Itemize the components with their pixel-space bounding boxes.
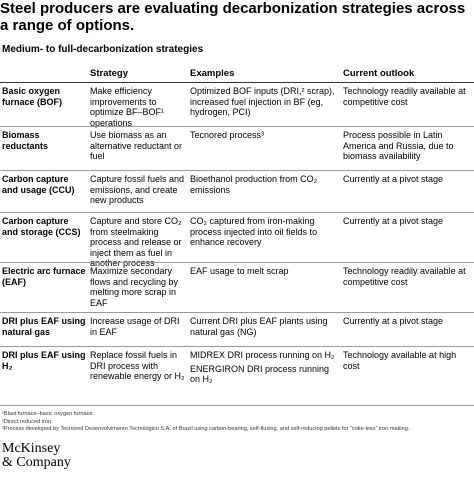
logo: McKinsey xyxy=(2,441,61,456)
row-label: Carbon capture and storage (CCS) xyxy=(2,216,81,237)
outlook-cell: Technology available at high cost xyxy=(343,350,457,371)
strategy-cell: Capture fossil fuels and emissions, and … xyxy=(90,174,185,206)
subtitle: Medium- to full-decarbonization strategi… xyxy=(2,44,204,55)
outlook-cell: Technology readily available at competit… xyxy=(343,86,466,107)
column-header: Strategy xyxy=(90,68,129,79)
examples-cell: Bioethanol production from CO₂ emissions xyxy=(190,174,338,198)
row-label: Biomass reductants xyxy=(2,130,49,151)
row-rule xyxy=(0,126,474,127)
examples-cell: CO₂ captured from iron-making process in… xyxy=(190,216,338,251)
outlook-cell: Currently at a pivot stage xyxy=(343,216,444,226)
footnote: ²Direct reduced iron. xyxy=(2,418,53,425)
strategy-cell: Capture and store CO₂ from steelmaking p… xyxy=(90,216,182,269)
row-label: DRI plus EAF using H₂ xyxy=(2,350,86,371)
example: ENERGIRON DRI process running on H₂ xyxy=(190,363,330,385)
row-rule xyxy=(0,312,474,313)
header-rule xyxy=(0,82,474,83)
column-header: Current outlook xyxy=(343,68,415,79)
outlook-cell: Currently at a pivot stage xyxy=(343,174,444,184)
logo: & Company xyxy=(2,455,71,470)
row-rule xyxy=(0,212,474,213)
footnote: ³Process developed by Tecnored Desenvolv… xyxy=(2,426,410,433)
strategy-cell: Use biomass as an alternative reductant … xyxy=(90,130,183,162)
example: Current DRI plus EAF plants using natura… xyxy=(190,316,328,337)
outlook-cell: Technology readily available at competit… xyxy=(343,266,466,287)
examples-cell: Tecnored process³ xyxy=(190,130,338,144)
examples-cell: EAF usage to melt scrap xyxy=(190,266,338,280)
example: Tecnored process³ xyxy=(190,130,265,140)
strategy-cell: Make efficiency improvements to optimize… xyxy=(90,86,165,128)
row-label: Basic oxygen furnace (BOF) xyxy=(2,86,63,107)
row-label: Electric arc furnace (EAF) xyxy=(2,266,86,287)
outlook-cell: Process possible in Latin America and Ru… xyxy=(343,130,454,162)
row-rule xyxy=(0,346,474,347)
example: MIDREX DRI process running on H₂ xyxy=(190,350,335,360)
footnote: ¹Blast furnace–basic oxygen furnace. xyxy=(2,411,95,417)
example: Bioethanol production from CO₂ emissions xyxy=(190,174,318,195)
example: EAF usage to melt scrap xyxy=(190,266,289,276)
outlook-cell: Currently at a pivot stage xyxy=(343,316,444,326)
examples-cell: Current DRI plus EAF plants using natura… xyxy=(190,316,338,340)
strategy-cell: Increase usage of DRI in EAF xyxy=(90,316,180,337)
row-rule xyxy=(0,262,474,263)
table-bottom-rule xyxy=(0,405,474,406)
strategy-cell: Replace fossil fuels in DRI process with… xyxy=(90,350,185,382)
column-header: Examples xyxy=(190,68,235,79)
strategy-cell: Maximize secondary flows and recycling b… xyxy=(90,266,179,308)
title: Steel producers are evaluating decarboni… xyxy=(0,0,466,34)
examples-cell: Optimized BOF inputs (DRI,² scrap), incr… xyxy=(190,86,338,121)
example: Optimized BOF inputs (DRI,² scrap), incr… xyxy=(190,86,335,118)
row-label: Carbon capture and usage (CCU) xyxy=(2,174,75,195)
example: CO₂ captured from iron-making process in… xyxy=(190,216,318,248)
row-rule xyxy=(0,170,474,171)
row-label: DRI plus EAF using natural gas xyxy=(2,316,86,337)
examples-cell: MIDREX DRI process running on H₂ ENERGIRO… xyxy=(190,350,338,388)
